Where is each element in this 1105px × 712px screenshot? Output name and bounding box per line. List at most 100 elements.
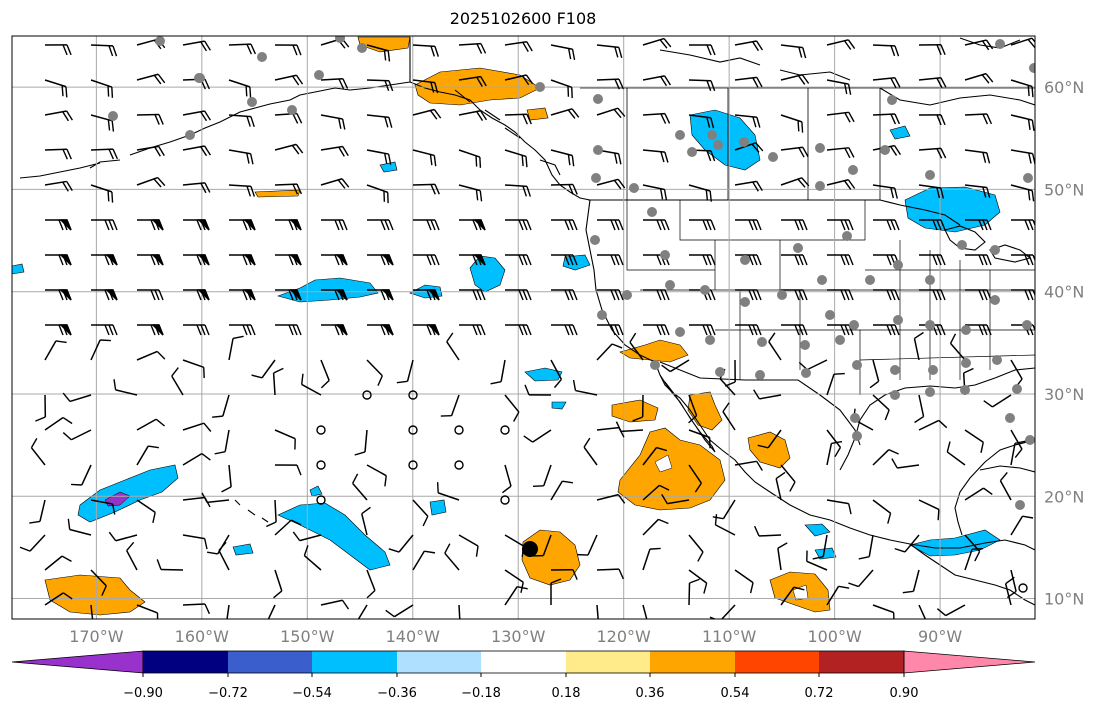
station-dot <box>925 320 935 330</box>
station-dot <box>961 325 971 335</box>
wind-barb <box>827 289 854 301</box>
wind-barb <box>90 79 114 98</box>
station-dot <box>1029 63 1035 73</box>
station-dot <box>850 413 860 423</box>
wind-barb <box>137 289 164 301</box>
wind-barb <box>352 473 368 501</box>
wind-barb <box>366 359 383 386</box>
colorbar-tick-label: −0.18 <box>461 686 501 701</box>
wind-barb <box>183 219 210 231</box>
wind-barb <box>45 254 72 266</box>
wind-barb <box>90 339 111 361</box>
colorbar-segment <box>228 651 312 673</box>
wind-barb <box>826 111 855 123</box>
station-dot <box>925 170 935 180</box>
wind-barb <box>642 184 668 201</box>
station-dot <box>815 143 825 153</box>
wind-barb <box>171 367 184 396</box>
lon-tick-label: 110°W <box>702 627 757 646</box>
wind-barb <box>532 464 552 487</box>
wind-barb <box>458 534 479 557</box>
wind-barb <box>848 569 874 588</box>
wind-barb <box>229 254 256 266</box>
wind-barb <box>550 480 574 501</box>
wind-barb <box>919 289 946 301</box>
wind-barb <box>891 458 920 469</box>
wind-barb <box>156 559 184 571</box>
wind-barb <box>367 254 394 266</box>
wind-barb <box>436 482 460 501</box>
wind-barb <box>361 506 371 536</box>
wind-barb <box>826 39 856 50</box>
map-frame <box>11 35 1036 620</box>
wind-barb <box>688 79 716 92</box>
wind-barb <box>709 604 736 619</box>
station-dot <box>957 240 967 250</box>
cyclone-center-marker <box>522 541 538 557</box>
wind-barb <box>229 324 256 336</box>
wind-barb <box>136 604 159 619</box>
colorbar-segment <box>903 650 1036 674</box>
wind-barb <box>983 394 1012 408</box>
wind-barb <box>459 289 486 301</box>
wind-barb <box>583 437 598 466</box>
wind-barb <box>362 390 372 400</box>
wind-barb <box>1011 219 1035 231</box>
wind-barb <box>504 113 532 125</box>
wind-barb <box>182 452 211 466</box>
wind-barb <box>918 44 946 56</box>
station-dot <box>675 327 685 337</box>
wind-barb <box>753 525 782 537</box>
wind-barb <box>458 604 461 619</box>
wind-barb <box>827 254 854 266</box>
station-dot <box>928 365 938 375</box>
wind-barb <box>44 44 72 56</box>
wind-barb <box>780 114 804 133</box>
wind-barb <box>768 332 782 361</box>
station-dot <box>195 73 205 83</box>
lat-tick-label: 40°N <box>1044 283 1084 302</box>
wind-barb <box>505 324 532 336</box>
colorbar-segment <box>312 651 397 673</box>
wind-barb <box>90 148 119 160</box>
station-dot <box>1015 500 1025 510</box>
wind-barb <box>367 289 394 301</box>
wind-barb <box>354 604 368 619</box>
station-dot <box>108 111 118 121</box>
wind-barb <box>458 75 487 87</box>
wind-barb <box>500 425 510 435</box>
wind-barb <box>458 42 487 54</box>
station-dot <box>893 315 903 325</box>
wind-barb <box>320 599 350 610</box>
station-dot <box>961 358 971 368</box>
wind-barb <box>274 183 303 195</box>
wind-barb <box>274 74 304 86</box>
lon-tick-label: 100°W <box>807 627 862 646</box>
wind-barb <box>551 219 578 231</box>
wind-barb <box>596 78 625 90</box>
wind-barb <box>532 534 552 557</box>
wind-barb <box>550 359 563 389</box>
wind-barb <box>826 79 852 95</box>
station-dot <box>852 360 862 370</box>
wind-barb <box>272 367 284 396</box>
wind-barb <box>642 518 669 536</box>
wind-barb <box>642 149 669 163</box>
wind-barb <box>826 147 855 159</box>
wind-barb <box>320 178 350 189</box>
wind-barb <box>872 499 892 524</box>
wind-barb <box>734 460 763 471</box>
wind-barb <box>316 495 326 505</box>
wind-barb <box>229 219 256 231</box>
wind-barb <box>136 445 159 466</box>
wind-barb <box>502 464 512 494</box>
wind-barb <box>316 425 326 435</box>
wind-barb <box>826 440 843 466</box>
colorbar-tick-label: −0.36 <box>377 686 417 701</box>
lat-tick-label: 10°N <box>1044 590 1084 609</box>
station-dot <box>893 260 903 270</box>
wind-barb <box>689 219 716 231</box>
wind-barb <box>734 76 763 88</box>
positive-faint-patches <box>654 454 809 601</box>
station-dot <box>757 337 767 347</box>
